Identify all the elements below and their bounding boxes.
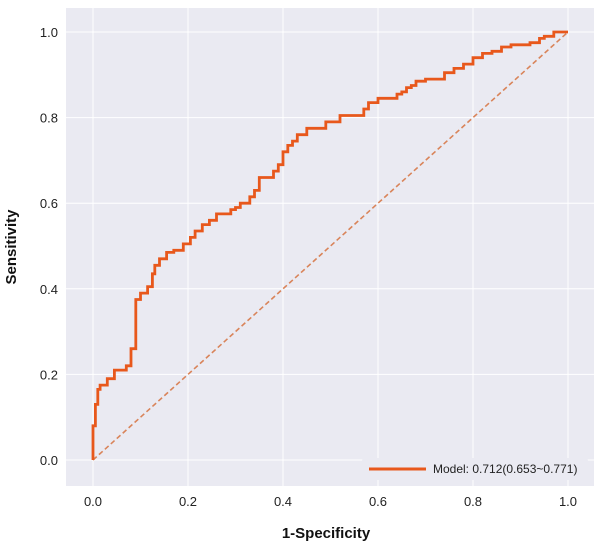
plot-area — [66, 8, 594, 486]
y-axis-title: Sensitivity — [3, 209, 20, 285]
x-tick-label: 1.0 — [559, 494, 577, 509]
series-layer — [91, 30, 569, 461]
y-tick-label: 0.2 — [40, 367, 58, 382]
x-tick-label: 0.8 — [464, 494, 482, 509]
grid-lines — [66, 8, 594, 486]
y-tick-label: 1.0 — [40, 25, 58, 40]
x-tick-label: 0.4 — [274, 494, 292, 509]
x-tick-label: 0.0 — [84, 494, 102, 509]
watermark: 知乎 @统计碎碎念 — [463, 509, 588, 527]
roc-curve-line — [91, 30, 568, 460]
legend: Model: 0.712(0.653~0.771) — [362, 458, 588, 480]
x-tick-label: 0.6 — [369, 494, 387, 509]
y-tick-label: 0.8 — [40, 111, 58, 126]
reference-diagonal-line — [92, 31, 569, 461]
y-tick-label: 0.6 — [40, 196, 58, 211]
x-axis-title: 1-Specificity — [282, 525, 371, 542]
legend-box — [362, 458, 588, 480]
legend-label: Model: 0.712(0.653~0.771) — [433, 462, 577, 476]
y-tick-label: 0.0 — [40, 453, 58, 468]
y-tick-label: 0.4 — [40, 282, 58, 297]
x-tick-label: 0.2 — [179, 494, 197, 509]
tick-labels: 0.0 0.2 0.4 0.6 0.8 1.0 0.0 0.2 0.4 0.6 0.8 1.0 — [40, 25, 577, 509]
